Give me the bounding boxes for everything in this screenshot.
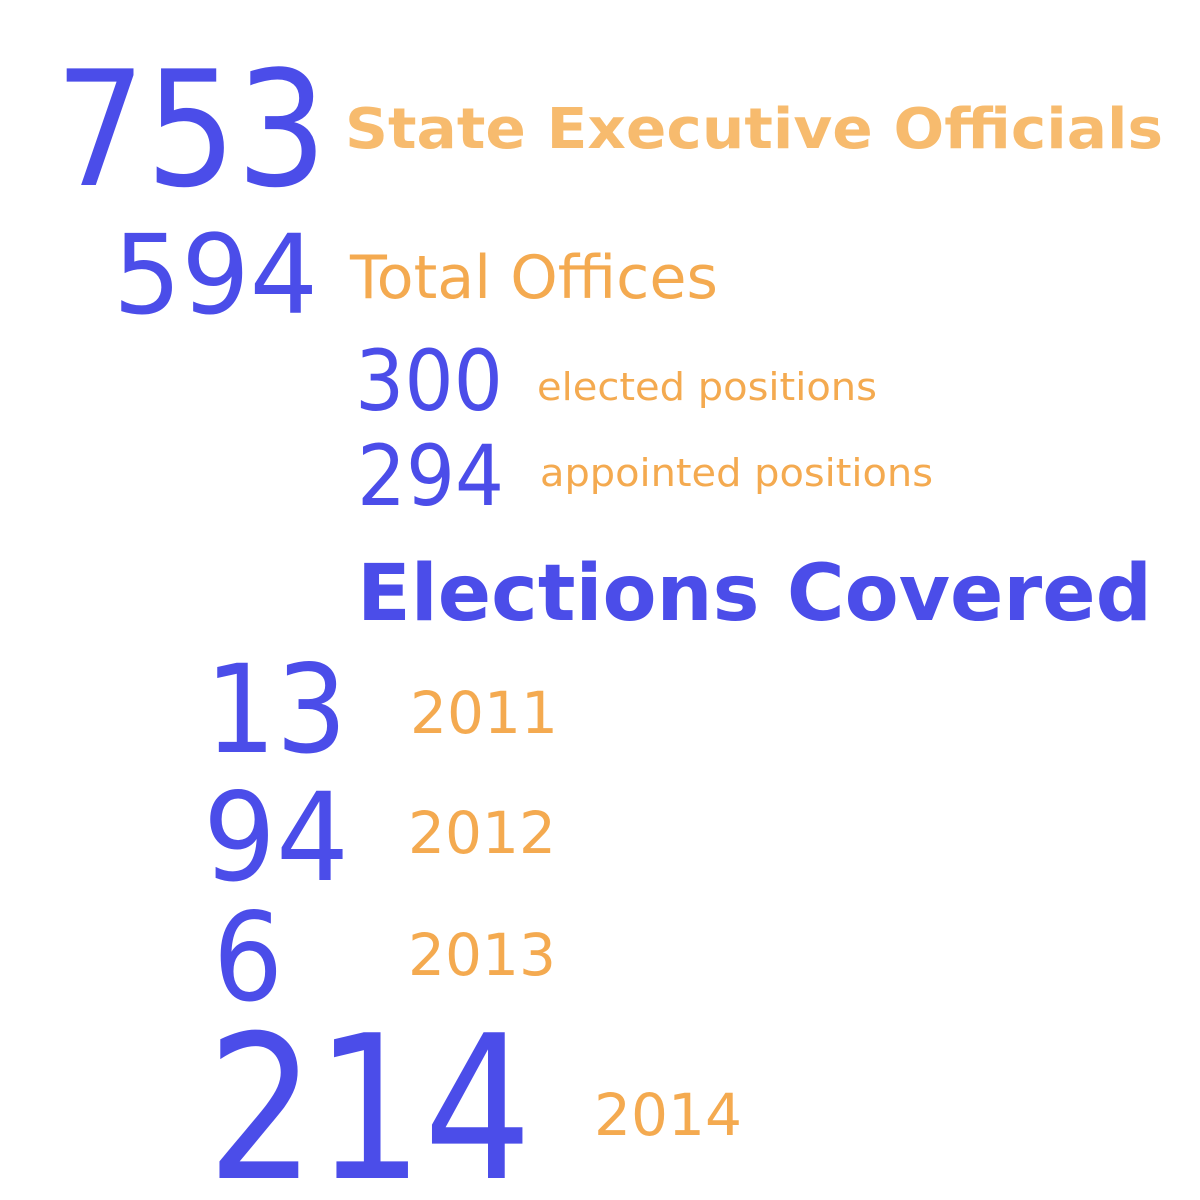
election-year: 2014 [594,1081,742,1149]
stat-number: 753 [55,36,327,223]
stat-number: 294 [357,427,504,525]
election-year: 2013 [408,921,556,989]
election-year: 2011 [410,679,558,747]
stat-label: State Executive Officials [345,97,1163,162]
section-title: Elections Covered [357,549,1152,639]
stat-number: 594 [113,211,318,339]
election-count: 6 [213,887,283,1029]
election-count: 13 [205,639,347,781]
stat-label: Total Offices [349,243,718,313]
stat-number: 300 [355,332,503,430]
election-year: 2012 [408,799,556,867]
election-count: 214 [207,993,532,1200]
stat-label: elected positions [537,365,877,409]
stat-label: appointed positions [540,451,933,495]
election-count: 94 [203,767,349,909]
